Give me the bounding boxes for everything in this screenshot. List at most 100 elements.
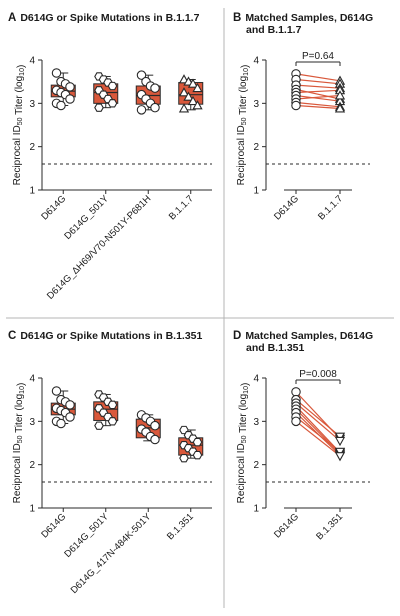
x-tick-label: D614G_417N-484K-501Y — [69, 511, 154, 596]
y-tick-label: 1 — [29, 504, 35, 515]
y-tick-label: 2 — [29, 142, 35, 153]
y-axis-label-part: Reciprocal ID — [236, 125, 247, 185]
y-axis-label-part: ) — [240, 383, 251, 386]
y-tick-label: 3 — [29, 99, 35, 110]
data-point — [65, 400, 75, 410]
y-axis-label-part: 10 — [243, 68, 250, 76]
pair-line — [295, 89, 341, 94]
pair-line — [295, 88, 341, 100]
y-tick-label: 4 — [253, 374, 259, 385]
y-axis-label-part: ) — [16, 65, 27, 68]
panel-d-title: Matched Samples, D614G — [245, 330, 374, 342]
pair-line — [295, 416, 341, 453]
data-point — [51, 386, 62, 396]
pair-line — [295, 101, 341, 108]
data-point-right — [334, 447, 346, 457]
y-tick-label: 3 — [253, 417, 259, 428]
panel-b-title-line2: and B.1.1.7 — [246, 24, 302, 36]
data-point — [183, 91, 194, 101]
data-point — [56, 418, 66, 429]
pair-line — [295, 73, 341, 82]
data-point — [150, 434, 160, 445]
x-tick-label: D614G — [272, 193, 301, 222]
data-point — [65, 412, 75, 422]
data-point-right — [334, 432, 346, 442]
y-axis-label-part: Reciprocal ID — [236, 443, 247, 503]
y-tick-label: 2 — [29, 460, 35, 471]
data-point — [107, 417, 118, 426]
data-point — [187, 95, 199, 106]
y-axis-label-part: Titer (log — [238, 76, 249, 118]
pair-line — [295, 402, 341, 442]
x-tick-label: D614G — [39, 511, 68, 540]
y-axis-label-part: Reciprocal ID — [12, 125, 23, 185]
panel-a-letter: A — [8, 12, 17, 24]
y-tick-label: 3 — [253, 99, 259, 110]
data-point — [192, 100, 203, 110]
y-tick-label: 4 — [29, 374, 35, 385]
y-axis-label-part: Reciprocal ID — [12, 443, 23, 503]
y-axis-label-part: 50 — [17, 117, 24, 125]
y-axis-label-part: 50 — [241, 435, 248, 443]
y-axis-label: Reciprocal ID50 Titer (log10) — [236, 383, 251, 504]
pair-line — [295, 84, 341, 89]
data-point — [150, 102, 160, 113]
x-tick-label: B.1.1.7 — [316, 193, 345, 222]
panel-d-letter: D — [233, 330, 242, 342]
data-point-right — [334, 103, 346, 113]
panel-a-header: A D614G or Spike Mutations in B.1.1.7 — [8, 12, 199, 24]
pair-line — [295, 78, 341, 85]
data-point-right — [334, 452, 346, 462]
data-point — [179, 453, 189, 463]
data-point-right — [334, 436, 346, 447]
data-point — [94, 421, 104, 430]
pair-line — [295, 399, 341, 437]
y-tick-label: 4 — [253, 56, 259, 67]
data-point — [187, 78, 199, 88]
data-point — [192, 450, 203, 460]
x-tick-label: D614G — [272, 511, 301, 540]
panel-b-title: Matched Samples, D614G — [245, 12, 374, 24]
panel-d-title-line2: and B.1.351 — [246, 342, 305, 354]
y-axis-label-part: 10 — [19, 386, 26, 394]
pair-line — [295, 420, 341, 457]
y-axis-label-part: Titer (log — [14, 76, 25, 118]
data-point — [178, 87, 190, 97]
y-axis-label-part: ) — [16, 383, 27, 386]
pair-line — [295, 94, 341, 102]
y-tick-label: 2 — [253, 460, 259, 471]
data-point-right — [334, 90, 346, 100]
y-tick-label: 1 — [253, 186, 259, 197]
pair-line — [295, 405, 341, 453]
y-axis-label-part: 50 — [17, 435, 24, 443]
y-tick-label: 1 — [29, 186, 35, 197]
data-point — [178, 103, 190, 113]
panel-c-header: C D614G or Spike Mutations in B.1.351 — [8, 330, 202, 342]
y-tick-label: 2 — [253, 142, 259, 153]
data-point — [107, 99, 118, 108]
y-axis-label: Reciprocal ID50 Titer (log10) — [12, 65, 27, 186]
p-value-label: P=0.64 — [302, 51, 334, 62]
data-point — [65, 82, 75, 92]
y-axis-label-part: ) — [240, 65, 251, 68]
data-point — [107, 400, 118, 410]
data-point — [107, 81, 118, 91]
y-axis-label-part: Titer (log — [238, 394, 249, 436]
x-tick-label: B.1.351 — [314, 511, 345, 542]
panel-c-letter: C — [8, 330, 17, 342]
data-point-left — [291, 100, 301, 111]
data-point — [51, 68, 62, 78]
panel-a-title: D614G or Spike Mutations in B.1.1.7 — [20, 12, 200, 24]
y-axis-label-part: 10 — [243, 386, 250, 394]
data-point — [136, 105, 147, 115]
data-point-left — [291, 416, 301, 427]
pair-line — [295, 94, 341, 100]
pair-line — [295, 104, 341, 110]
y-axis-label-part: 10 — [19, 68, 26, 76]
data-point — [150, 83, 160, 93]
